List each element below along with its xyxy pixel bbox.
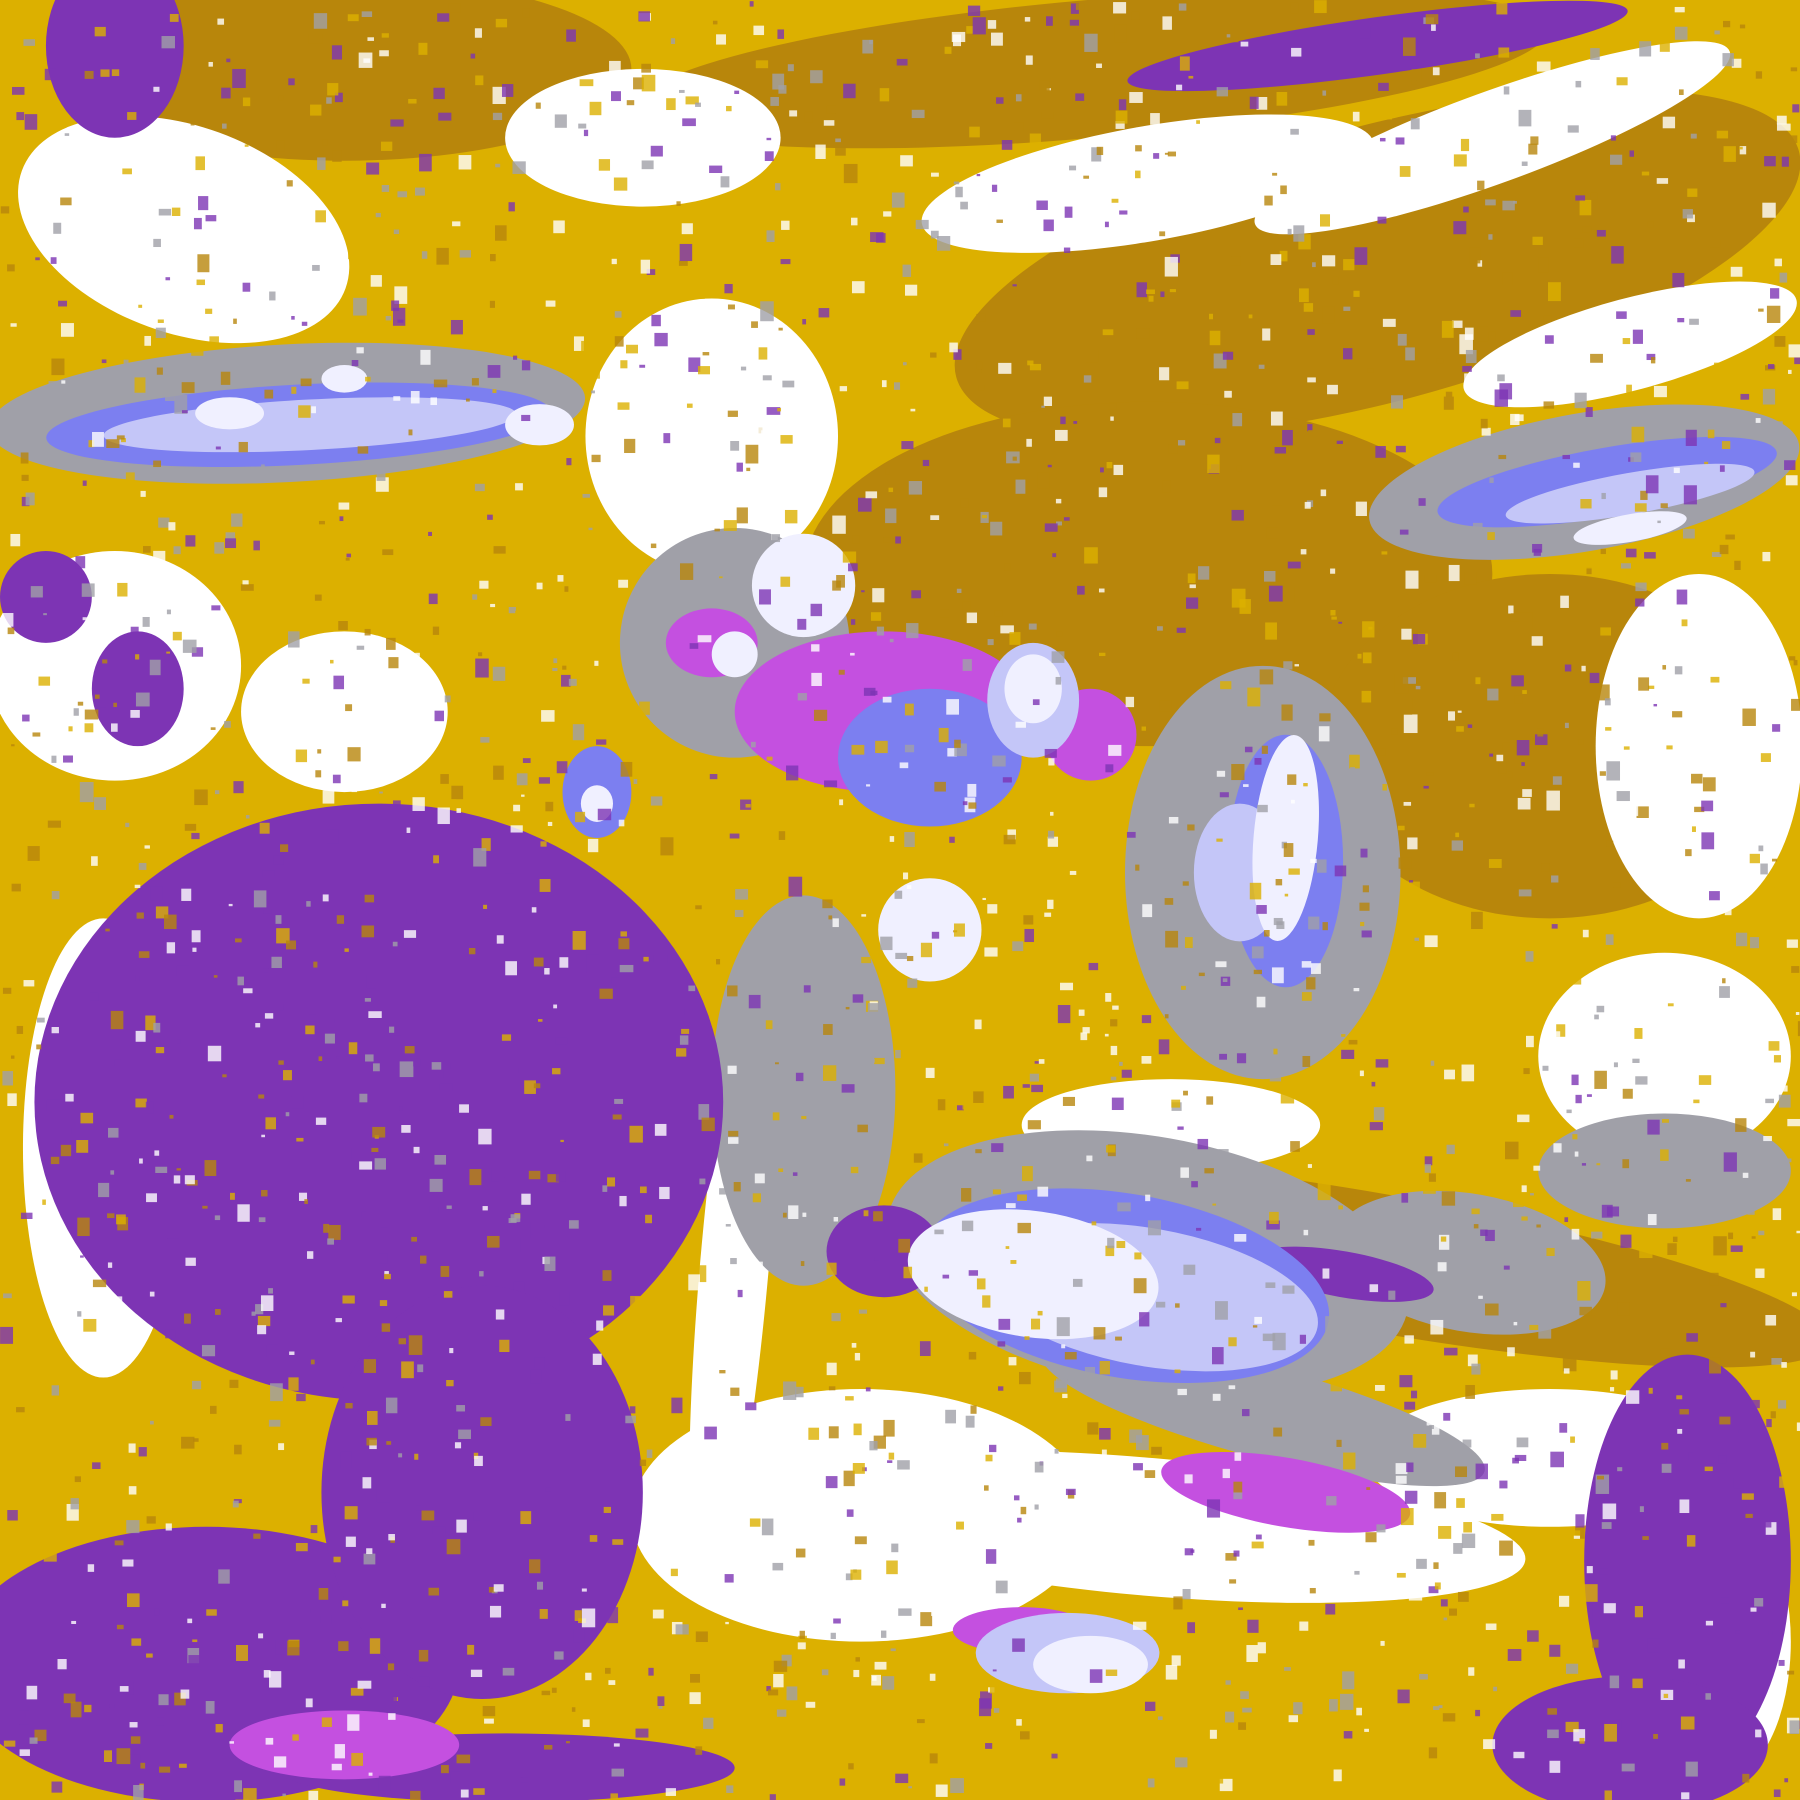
pale-region <box>907 1209 1159 1340</box>
clear-region <box>921 114 1375 253</box>
clear-region <box>1463 281 1797 408</box>
pale-region <box>1004 654 1062 724</box>
pale-region <box>751 533 856 638</box>
dark-gold-region <box>57 0 632 161</box>
clear-region <box>1538 952 1791 1160</box>
clear-region <box>18 116 350 344</box>
purple-region <box>1252 1246 1434 1302</box>
pale-region <box>711 631 758 678</box>
purple-region <box>1127 0 1628 92</box>
pale-region <box>1252 735 1319 941</box>
pale-region <box>505 404 574 446</box>
purple-region <box>1492 1676 1768 1800</box>
clear-region <box>1595 574 1800 919</box>
pale-region <box>878 878 982 982</box>
pale-region <box>1033 1635 1148 1694</box>
clear-region <box>241 631 448 793</box>
gray-region <box>1538 1113 1791 1229</box>
purple-region <box>1584 1354 1791 1768</box>
pale-region <box>1573 511 1687 545</box>
purple-region <box>45 0 184 138</box>
gray-region <box>711 895 896 1286</box>
purple-region <box>321 1285 643 1699</box>
purple-region <box>34 803 724 1401</box>
pale-region <box>321 365 368 393</box>
clear-region <box>585 298 839 574</box>
pale-region <box>195 397 265 430</box>
clear-region <box>1254 41 1731 235</box>
purple-region <box>91 631 184 747</box>
dark-gold-region <box>954 89 1800 439</box>
lavender-region <box>1505 463 1755 524</box>
